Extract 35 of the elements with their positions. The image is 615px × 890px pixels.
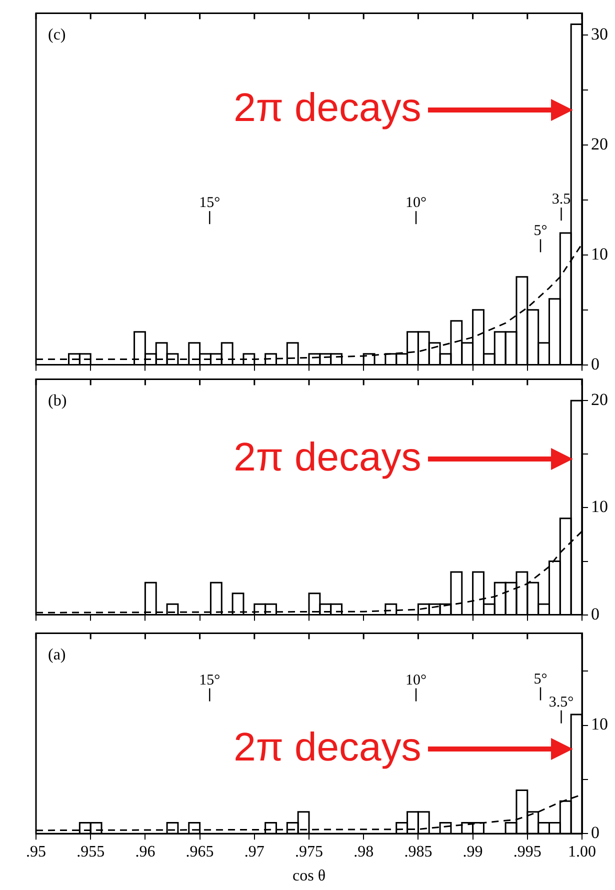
x-tick-label: .95 [26, 843, 46, 860]
y-tick-label: 20 [591, 134, 608, 154]
y-tick-label: 0 [591, 354, 600, 374]
y-tick-label: 10 [591, 497, 608, 516]
annotation: 15° [199, 195, 220, 212]
x-tick-label: .965 [186, 843, 214, 860]
annotation: 5° [534, 223, 548, 240]
y-tick-label: 30 [591, 24, 608, 44]
y-tick-label: 20 [591, 390, 608, 410]
annotation: 2π decays [234, 435, 422, 480]
x-tick-label: .955 [76, 843, 105, 860]
annotation: 10° [406, 195, 427, 212]
annotation: 5° [534, 671, 548, 688]
x-tick-label: .98 [354, 843, 374, 860]
x-tick-label: .99 [462, 843, 483, 860]
text: (b) [48, 392, 67, 410]
annotation: 2π decays [234, 725, 422, 770]
x-axis-title: cos θ [292, 868, 326, 885]
y-tick-label: 10 [591, 714, 608, 734]
annotation: 2π decays [234, 86, 422, 130]
annotation: 3.5° [548, 694, 574, 710]
text: (a) [48, 646, 66, 664]
x-tick-label: .995 [513, 843, 542, 860]
x-tick-label: .985 [404, 843, 432, 860]
annotation: 15° [199, 672, 220, 688]
x-tick-label: .96 [135, 843, 156, 860]
y-tick-label: 0 [591, 604, 600, 624]
y-tick-label: 10 [591, 244, 608, 264]
annotation: 10° [406, 672, 427, 688]
text: (c) [48, 26, 66, 44]
x-tick-label: .97 [244, 843, 264, 860]
annotation: 3.5 [552, 192, 571, 208]
x-tick-label: 1.00 [568, 843, 596, 860]
y-tick-label: 0 [591, 823, 600, 842]
x-tick-label: .975 [295, 843, 323, 860]
